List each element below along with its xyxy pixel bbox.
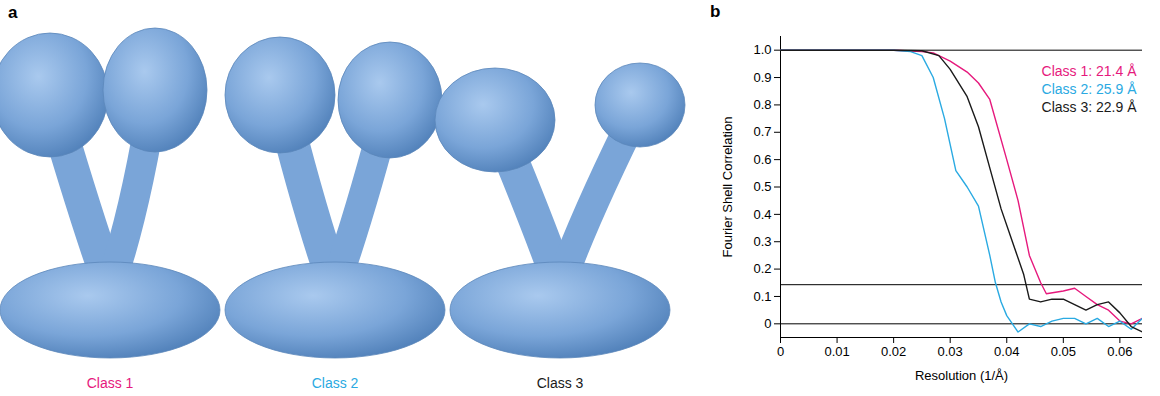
svg-text:0.1: 0.1 [753,289,771,304]
svg-text:0.9: 0.9 [753,70,771,85]
svg-text:0.4: 0.4 [753,207,771,222]
svg-text:0.3: 0.3 [753,234,771,249]
svg-text:0.03: 0.03 [938,344,963,359]
svg-text:0.06: 0.06 [1107,344,1132,359]
svg-text:0.8: 0.8 [753,97,771,112]
svg-text:0: 0 [777,344,784,359]
svg-text:0.02: 0.02 [881,344,906,359]
svg-text:Fourier Shell Correlation: Fourier Shell Correlation [720,117,735,258]
svg-text:Class 3: 22.9 Å: Class 3: 22.9 Å [1042,99,1138,115]
svg-text:0.05: 0.05 [1051,344,1076,359]
svg-text:0.2: 0.2 [753,261,771,276]
svg-text:Class 1: Class 1 [87,375,134,391]
svg-text:1.0: 1.0 [753,42,771,57]
svg-text:Class 3: Class 3 [537,375,584,391]
svg-text:Class 2: 25.9 Å: Class 2: 25.9 Å [1042,81,1138,97]
svg-text:Class 2: Class 2 [312,375,359,391]
svg-text:0.7: 0.7 [753,124,771,139]
svg-text:Class 1: 21.4 Å: Class 1: 21.4 Å [1042,63,1138,79]
svg-text:Resolution (1/Å): Resolution (1/Å) [915,368,1008,383]
html-text:b: b [710,2,721,21]
svg-text:0.01: 0.01 [824,344,849,359]
svg-text:0.04: 0.04 [994,344,1019,359]
svg-text:0.6: 0.6 [753,152,771,167]
svg-text:a: a [8,3,18,22]
svg-text:0.5: 0.5 [753,179,771,194]
svg-text:0: 0 [764,316,771,331]
